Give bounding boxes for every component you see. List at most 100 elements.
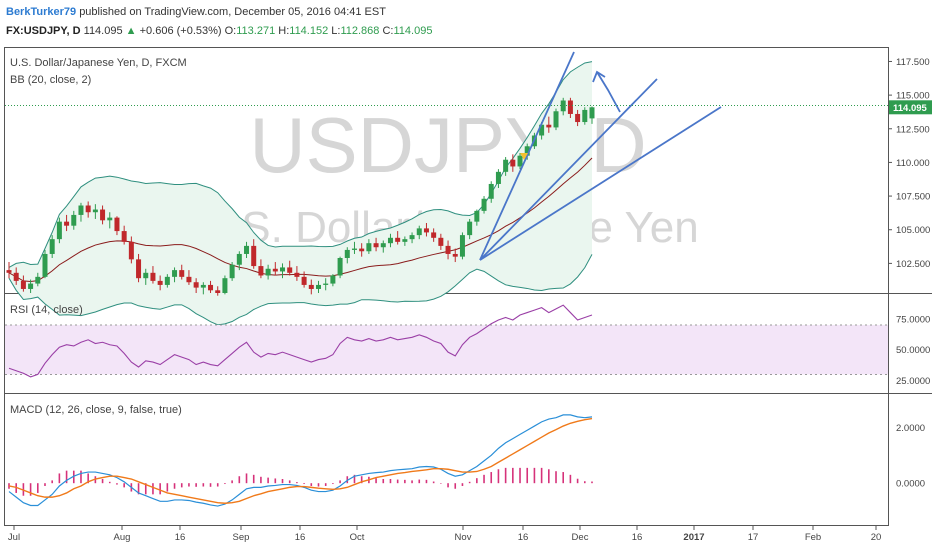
candle[interactable] — [575, 109, 581, 127]
candle[interactable] — [431, 228, 437, 242]
candle[interactable] — [186, 270, 192, 285]
candle[interactable] — [416, 225, 422, 240]
published-text: published on TradingView.com, December 0… — [79, 6, 386, 18]
candle[interactable] — [157, 275, 163, 291]
candle[interactable] — [258, 259, 264, 279]
candle[interactable] — [13, 267, 19, 285]
candle[interactable] — [272, 262, 278, 276]
candle-body — [467, 221, 473, 236]
rsi-tick-label: 75.0000 — [896, 314, 930, 325]
candle[interactable] — [387, 233, 393, 248]
candle[interactable] — [107, 212, 113, 229]
candle-body — [42, 253, 48, 277]
candle[interactable] — [330, 274, 336, 287]
candle[interactable] — [567, 97, 573, 118]
time-tick-label: 16 — [632, 532, 643, 543]
candle[interactable] — [294, 266, 300, 281]
candle[interactable] — [582, 107, 588, 125]
candle[interactable] — [495, 169, 501, 188]
candle[interactable] — [229, 262, 235, 281]
candle[interactable] — [92, 204, 98, 219]
candle[interactable] — [287, 260, 293, 276]
candle[interactable] — [445, 240, 451, 260]
candle[interactable] — [121, 225, 127, 245]
candle[interactable] — [589, 106, 595, 124]
time-axis[interactable]: Jul Aug 16 Sep 16 Oct Nov 16 Dec 16 2017 17 Feb 20 — [8, 526, 881, 543]
candle[interactable] — [315, 280, 321, 293]
candle-body — [143, 272, 149, 279]
candle[interactable] — [78, 202, 84, 222]
candle[interactable] — [280, 263, 286, 279]
candle-body — [193, 282, 199, 288]
candle[interactable] — [251, 239, 257, 269]
trendline[interactable] — [479, 78, 658, 261]
candle[interactable] — [452, 248, 458, 263]
candle[interactable] — [244, 241, 250, 258]
trendlines[interactable] — [479, 51, 722, 261]
candle[interactable] — [459, 232, 465, 260]
candle[interactable] — [337, 256, 343, 279]
projection-arrow[interactable] — [596, 71, 621, 113]
candle[interactable] — [301, 271, 307, 288]
candle[interactable] — [215, 286, 221, 296]
candle[interactable] — [71, 210, 77, 230]
candle[interactable] — [351, 241, 357, 254]
candle[interactable] — [143, 268, 149, 285]
symbol-label[interactable]: FX:USDJPY, D — [6, 25, 81, 37]
price-axis[interactable]: 117.500 115.000 112.500 110.000 107.500 105.0… — [888, 57, 932, 490]
candle[interactable] — [265, 264, 271, 280]
candle[interactable] — [488, 181, 494, 203]
candle[interactable] — [546, 116, 552, 133]
candle[interactable] — [308, 279, 314, 295]
candle[interactable] — [56, 217, 62, 244]
candle[interactable] — [553, 108, 559, 131]
candle[interactable] — [193, 278, 199, 293]
last-price-badge — [889, 100, 932, 115]
candle[interactable] — [510, 154, 516, 172]
candle[interactable] — [200, 282, 206, 295]
candle[interactable] — [128, 236, 134, 264]
candle[interactable] — [236, 251, 242, 271]
candle[interactable] — [49, 235, 55, 258]
candle[interactable] — [100, 205, 106, 225]
trendline[interactable] — [479, 106, 722, 261]
candle[interactable] — [438, 233, 444, 250]
candle[interactable] — [222, 275, 228, 295]
candle[interactable] — [467, 218, 473, 240]
bollinger-bands — [8, 61, 593, 326]
candle[interactable] — [179, 264, 185, 280]
author-link[interactable]: BerkTurker79 — [6, 6, 77, 18]
candle[interactable] — [20, 275, 26, 292]
candle[interactable] — [344, 247, 350, 264]
candle[interactable] — [517, 153, 523, 170]
candle[interactable] — [136, 253, 142, 283]
trendline[interactable] — [479, 51, 575, 261]
candle[interactable] — [64, 214, 70, 232]
candle[interactable] — [366, 239, 372, 254]
candle[interactable] — [114, 216, 120, 236]
candle[interactable] — [172, 267, 178, 283]
candle[interactable] — [474, 209, 480, 226]
candle[interactable] — [409, 232, 415, 244]
candle[interactable] — [35, 272, 41, 287]
time-tick-label: Dec — [572, 532, 589, 543]
candle[interactable] — [208, 280, 214, 293]
candle[interactable] — [323, 278, 329, 291]
open-label: O: — [224, 25, 237, 37]
candle[interactable] — [395, 231, 401, 245]
candle[interactable] — [6, 262, 12, 279]
candle[interactable] — [164, 274, 170, 288]
candle[interactable] — [423, 223, 429, 237]
candle[interactable] — [373, 237, 379, 252]
candle[interactable] — [28, 279, 34, 293]
candle[interactable] — [359, 243, 365, 257]
candle[interactable] — [380, 240, 386, 253]
candle[interactable] — [503, 157, 509, 176]
candle[interactable] — [42, 249, 48, 279]
candle-body — [510, 159, 516, 167]
candle[interactable] — [150, 266, 156, 284]
candle[interactable] — [402, 236, 408, 246]
candle[interactable] — [481, 196, 487, 214]
candle[interactable] — [85, 201, 91, 218]
